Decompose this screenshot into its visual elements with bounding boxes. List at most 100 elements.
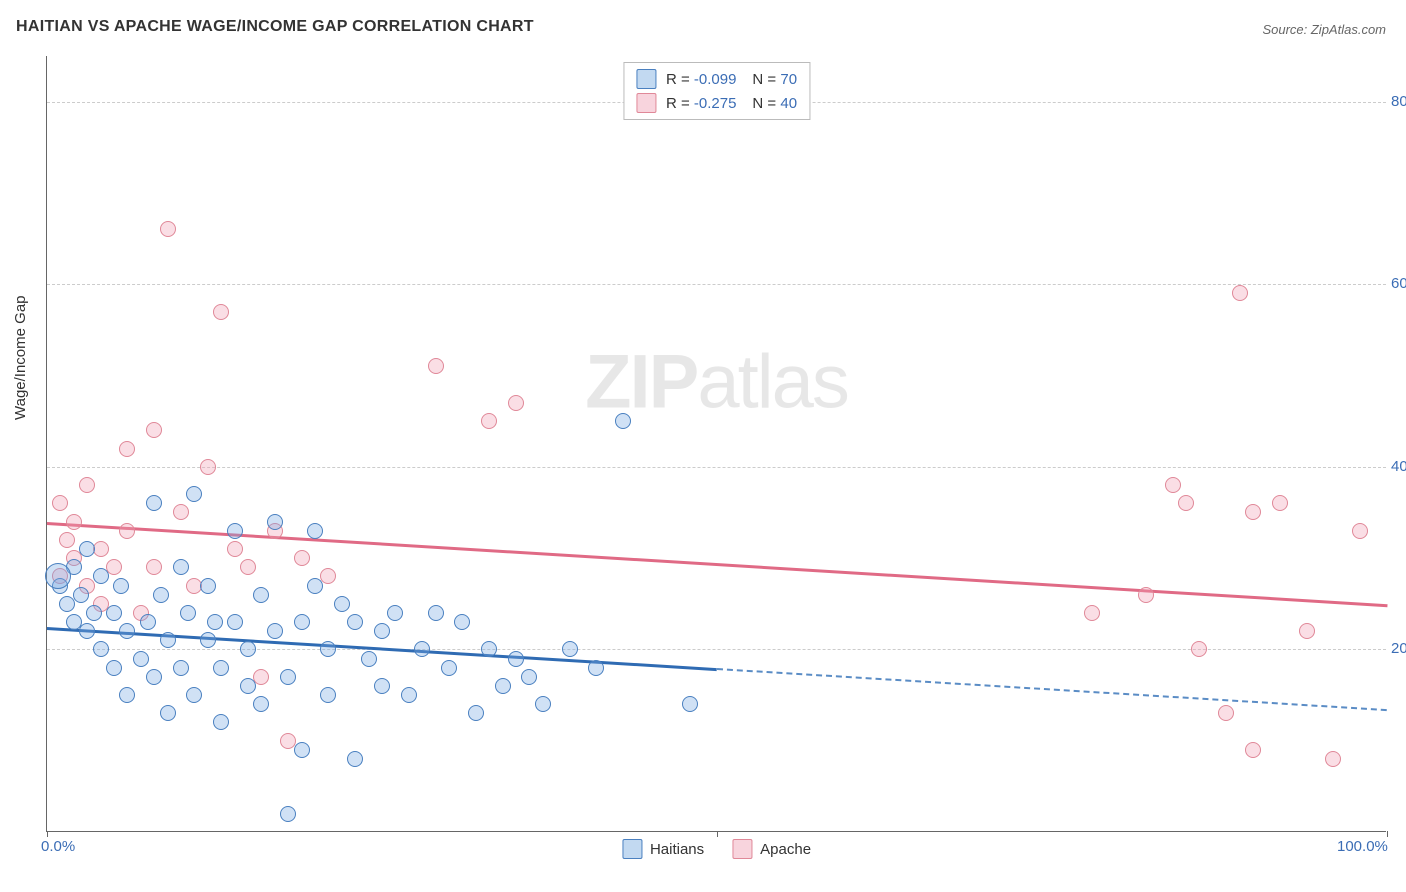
scatter-point <box>1165 477 1181 493</box>
scatter-point <box>119 687 135 703</box>
scatter-point <box>146 422 162 438</box>
scatter-point <box>200 578 216 594</box>
scatter-point <box>66 514 82 530</box>
scatter-point <box>106 605 122 621</box>
scatter-point <box>521 669 537 685</box>
scatter-point <box>1272 495 1288 511</box>
scatter-point <box>160 705 176 721</box>
scatter-point <box>562 641 578 657</box>
scatter-point <box>79 541 95 557</box>
series-legend: Haitians Apache <box>622 839 811 859</box>
scatter-point <box>93 641 109 657</box>
scatter-point <box>86 605 102 621</box>
y-tick-label: 40.0% <box>1391 458 1406 475</box>
scatter-point <box>79 477 95 493</box>
scatter-point <box>387 605 403 621</box>
scatter-point <box>180 605 196 621</box>
scatter-point <box>59 532 75 548</box>
scatter-point <box>140 614 156 630</box>
x-tick-label: 100.0% <box>1337 838 1388 855</box>
scatter-point <box>294 550 310 566</box>
y-tick-label: 20.0% <box>1391 640 1406 657</box>
scatter-point <box>334 596 350 612</box>
scatter-point <box>93 568 109 584</box>
scatter-point <box>441 660 457 676</box>
scatter-point <box>588 660 604 676</box>
scatter-point <box>173 504 189 520</box>
scatter-point <box>1352 523 1368 539</box>
scatter-point <box>119 623 135 639</box>
scatter-point <box>320 568 336 584</box>
scatter-point <box>119 523 135 539</box>
scatter-point <box>1299 623 1315 639</box>
scatter-point <box>454 614 470 630</box>
scatter-point <box>73 587 89 603</box>
legend-item: Haitians <box>622 839 704 859</box>
scatter-point <box>481 641 497 657</box>
scatter-point <box>173 559 189 575</box>
scatter-point <box>294 614 310 630</box>
scatter-point <box>280 806 296 822</box>
gridline <box>47 284 1386 285</box>
scatter-point <box>294 742 310 758</box>
x-tick-label: 0.0% <box>41 838 75 855</box>
legend-item: Apache <box>732 839 811 859</box>
scatter-point <box>1191 641 1207 657</box>
scatter-point <box>1232 285 1248 301</box>
scatter-point <box>173 660 189 676</box>
scatter-point <box>253 669 269 685</box>
scatter-point <box>495 678 511 694</box>
scatter-point <box>267 623 283 639</box>
scatter-point <box>160 221 176 237</box>
scatter-point <box>307 523 323 539</box>
scatter-point <box>374 623 390 639</box>
scatter-point <box>207 614 223 630</box>
chart-title: HAITIAN VS APACHE WAGE/INCOME GAP CORREL… <box>16 18 534 36</box>
scatter-point <box>146 495 162 511</box>
source-attribution: Source: ZipAtlas.com <box>1262 22 1386 37</box>
scatter-point <box>428 605 444 621</box>
scatter-point <box>401 687 417 703</box>
legend-swatch <box>622 839 642 859</box>
y-tick-label: 60.0% <box>1391 275 1406 292</box>
scatter-point <box>113 578 129 594</box>
scatter-point <box>106 559 122 575</box>
scatter-point <box>52 495 68 511</box>
scatter-point <box>320 687 336 703</box>
legend-row: R = -0.099N = 70 <box>636 69 797 89</box>
scatter-point <box>347 614 363 630</box>
legend-swatch <box>732 839 752 859</box>
scatter-point <box>414 641 430 657</box>
legend-row: R = -0.275N = 40 <box>636 93 797 113</box>
scatter-point <box>240 641 256 657</box>
scatter-point <box>374 678 390 694</box>
scatter-point <box>186 687 202 703</box>
scatter-point <box>280 669 296 685</box>
scatter-point <box>160 632 176 648</box>
scatter-point <box>468 705 484 721</box>
legend-swatch <box>636 93 656 113</box>
scatter-point <box>153 587 169 603</box>
trend-line <box>717 668 1387 712</box>
scatter-point <box>106 660 122 676</box>
scatter-point <box>267 514 283 530</box>
scatter-point <box>240 559 256 575</box>
scatter-point <box>227 614 243 630</box>
scatter-point <box>307 578 323 594</box>
scatter-point <box>481 413 497 429</box>
scatter-point <box>1138 587 1154 603</box>
scatter-point <box>428 358 444 374</box>
scatter-point <box>227 541 243 557</box>
gridline <box>47 467 1386 468</box>
scatter-point <box>213 304 229 320</box>
scatter-point <box>1245 504 1261 520</box>
scatter-point <box>119 441 135 457</box>
y-axis-label: Wage/Income Gap <box>12 295 29 420</box>
scatter-point <box>682 696 698 712</box>
scatter-point <box>227 523 243 539</box>
watermark: ZIPatlas <box>585 338 848 425</box>
scatter-point <box>253 696 269 712</box>
scatter-point <box>79 623 95 639</box>
x-tick-mark <box>1387 831 1388 837</box>
scatter-point <box>146 559 162 575</box>
